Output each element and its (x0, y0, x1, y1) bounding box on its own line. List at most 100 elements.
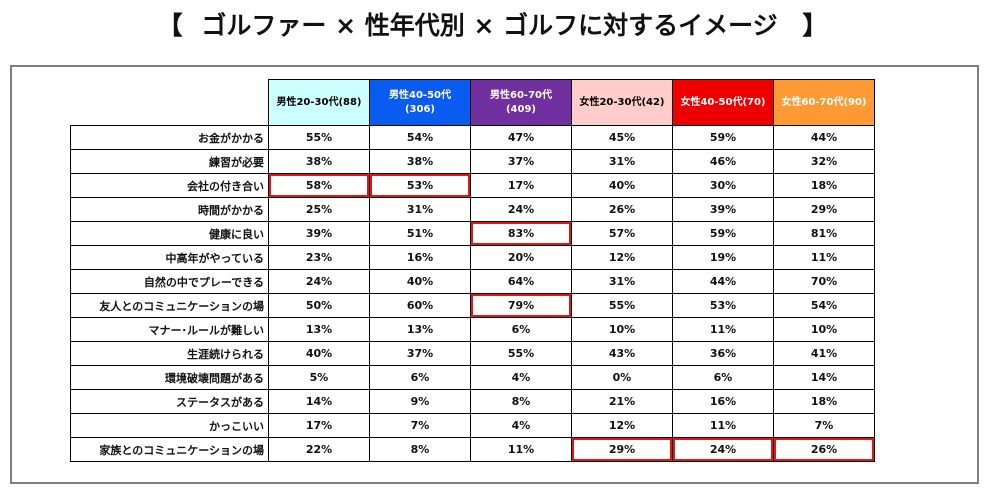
table-row: 健康に良い 39% 51% 83% 57% 59% 81% (70, 221, 875, 246)
value-cell: 60% (369, 293, 471, 318)
corner-cell (71, 80, 269, 126)
value-cell: 4% (470, 365, 572, 390)
value-cell: 22% (268, 437, 370, 462)
value-cell: 21% (571, 389, 673, 414)
row-label: 家族とのコミュニケーションの場 (70, 437, 269, 462)
value-cell: 41% (773, 341, 875, 366)
value-cell: 6% (369, 365, 471, 390)
value-cell: 57% (571, 221, 673, 246)
column-header-2: 男性40-50代 (306) (369, 79, 471, 126)
row-label: 会社の付き合い (70, 173, 269, 198)
value-cell: 12% (571, 413, 673, 438)
value-cell: 16% (672, 389, 774, 414)
value-cell: 81% (773, 221, 875, 246)
value-cell: 29% (773, 197, 875, 222)
value-cell: 40% (268, 341, 370, 366)
title-text: ゴルファー × 性年代別 × ゴルフに対するイメージ (201, 11, 778, 40)
row-label: 中高年がやっている (70, 245, 269, 270)
value-cell: 25% (268, 197, 370, 222)
value-cell: 17% (268, 413, 370, 438)
header-row: 男性20-30代(88) 男性40-50代 (306) 男性60-70代 (409)… (71, 79, 875, 126)
value-cell: 24% (672, 437, 774, 462)
value-cell: 55% (268, 125, 370, 150)
table-row: 会社の付き合い 58% 53% 17% 40% 30% 18% (70, 173, 875, 198)
value-cell: 23% (268, 245, 370, 270)
column-header-5: 女性40-50代(70) (672, 79, 774, 126)
value-cell: 54% (773, 293, 875, 318)
value-cell: 44% (773, 125, 875, 150)
value-cell: 40% (571, 173, 673, 198)
value-cell: 24% (470, 197, 572, 222)
value-cell: 54% (369, 125, 471, 150)
table-row: ステータスがある 14% 9% 8% 21% 16% 18% (70, 389, 875, 414)
row-label: ステータスがある (70, 389, 269, 414)
table-row: 生涯続けられる 40% 37% 55% 43% 36% 41% (70, 341, 875, 366)
value-cell: 46% (672, 149, 774, 174)
image-table: 男性20-30代(88) 男性40-50代 (306) 男性60-70代 (409)… (70, 79, 875, 462)
value-cell: 38% (268, 149, 370, 174)
value-cell: 11% (470, 437, 572, 462)
value-cell: 18% (773, 173, 875, 198)
table-row: 友人とのコミュニケーションの場 50% 60% 79% 55% 53% 54% (70, 293, 875, 318)
value-cell: 79% (470, 293, 572, 318)
value-cell: 18% (773, 389, 875, 414)
row-label: 環境破壊問題がある (70, 365, 269, 390)
row-label: 生涯続けられる (70, 341, 269, 366)
value-cell: 4% (470, 413, 572, 438)
table-row: お金がかかる 55% 54% 47% 45% 59% 44% (70, 125, 875, 150)
table-row: 環境破壊問題がある 5% 6% 4% 0% 6% 14% (70, 365, 875, 390)
value-cell: 8% (369, 437, 471, 462)
value-cell: 44% (672, 269, 774, 294)
value-cell: 10% (773, 317, 875, 342)
value-cell: 7% (773, 413, 875, 438)
value-cell: 30% (672, 173, 774, 198)
value-cell: 70% (773, 269, 875, 294)
value-cell: 37% (369, 341, 471, 366)
value-cell: 5% (268, 365, 370, 390)
value-cell: 39% (268, 221, 370, 246)
value-cell: 11% (773, 245, 875, 270)
value-cell: 12% (571, 245, 673, 270)
value-cell: 37% (470, 149, 572, 174)
row-label: 練習が必要 (70, 149, 269, 174)
value-cell: 64% (470, 269, 572, 294)
value-cell: 16% (369, 245, 471, 270)
title-bracket-open: 【 (157, 11, 183, 40)
value-cell: 0% (571, 365, 673, 390)
value-cell: 53% (369, 173, 471, 198)
row-label: 自然の中でプレーできる (70, 269, 269, 294)
column-header-4: 女性20-30代(42) (571, 79, 673, 126)
value-cell: 17% (470, 173, 572, 198)
value-cell: 59% (672, 221, 774, 246)
value-cell: 59% (672, 125, 774, 150)
row-label: 友人とのコミュニケーションの場 (70, 293, 269, 318)
value-cell: 39% (672, 197, 774, 222)
value-cell: 40% (369, 269, 471, 294)
value-cell: 31% (571, 149, 673, 174)
value-cell: 14% (773, 365, 875, 390)
value-cell: 7% (369, 413, 471, 438)
table-row: 家族とのコミュニケーションの場 22% 8% 11% 29% 24% 26% (70, 437, 875, 462)
table-row: 自然の中でプレーできる 24% 40% 64% 31% 44% 70% (70, 269, 875, 294)
value-cell: 83% (470, 221, 572, 246)
value-cell: 32% (773, 149, 875, 174)
value-cell: 26% (571, 197, 673, 222)
value-cell: 8% (470, 389, 572, 414)
value-cell: 51% (369, 221, 471, 246)
value-cell: 11% (672, 413, 774, 438)
value-cell: 29% (571, 437, 673, 462)
row-label: かっこいい (70, 413, 269, 438)
value-cell: 26% (773, 437, 875, 462)
value-cell: 45% (571, 125, 673, 150)
table-row: 練習が必要 38% 38% 37% 31% 46% 32% (70, 149, 875, 174)
value-cell: 58% (268, 173, 370, 198)
row-label: お金がかかる (70, 125, 269, 150)
table-row: マナー･ルールが難しい 13% 13% 6% 10% 11% 10% (70, 317, 875, 342)
value-cell: 31% (369, 197, 471, 222)
value-cell: 19% (672, 245, 774, 270)
value-cell: 50% (268, 293, 370, 318)
table-row: かっこいい 17% 7% 4% 12% 11% 7% (70, 413, 875, 438)
value-cell: 10% (571, 317, 673, 342)
table-frame (10, 65, 979, 484)
value-cell: 43% (571, 341, 673, 366)
